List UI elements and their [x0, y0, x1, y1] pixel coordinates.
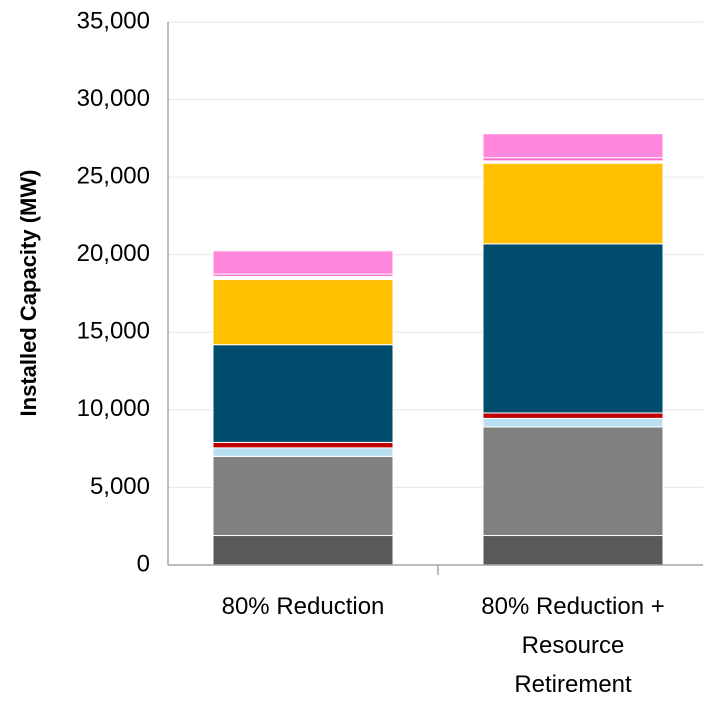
x-category-label-line: 80% Reduction [222, 593, 385, 620]
bar-segment [212, 279, 394, 346]
y-tick-label: 20,000 [77, 240, 150, 267]
y-tick-label: 10,000 [77, 395, 150, 422]
y-tick-label: 15,000 [77, 318, 150, 345]
bar-segment [212, 447, 394, 457]
bar-segment [482, 426, 664, 537]
y-tick-label: 30,000 [77, 85, 150, 112]
bar-segment [212, 250, 394, 275]
x-category-label: 80% Reduction [222, 593, 385, 620]
bar-segment [482, 535, 664, 566]
bars [212, 133, 664, 566]
bar-segment [212, 535, 394, 566]
bar-segment [482, 133, 664, 159]
bar-segment [482, 162, 664, 245]
bar-segment [482, 417, 664, 428]
x-category-label: 80% Reduction + Resource Retirement [481, 593, 664, 697]
y-axis-title: Installed Capacity (MW) [16, 170, 41, 417]
bar-segment [482, 412, 664, 419]
y-tick-label: 35,000 [77, 7, 150, 34]
y-tick-label: 0 [137, 550, 150, 577]
x-category-label-line: 80% Reduction + [481, 593, 664, 620]
y-tick-label: 5,000 [90, 473, 150, 500]
x-category-label-line: Resource [522, 632, 625, 659]
bar-segment [212, 344, 394, 443]
x-category-label-line: Retirement [514, 671, 632, 697]
category-labels: 80% Reduction 80% Reduction + Resource Reti… [222, 593, 665, 698]
y-tick-label: 25,000 [77, 162, 150, 189]
bar-segment [212, 455, 394, 537]
bar-segment [482, 243, 664, 414]
y-tick-labels: 0 5,000 10,000 15,000 20,000 25,000 30,000 35,0… [77, 7, 150, 577]
bar-segment [212, 441, 394, 449]
